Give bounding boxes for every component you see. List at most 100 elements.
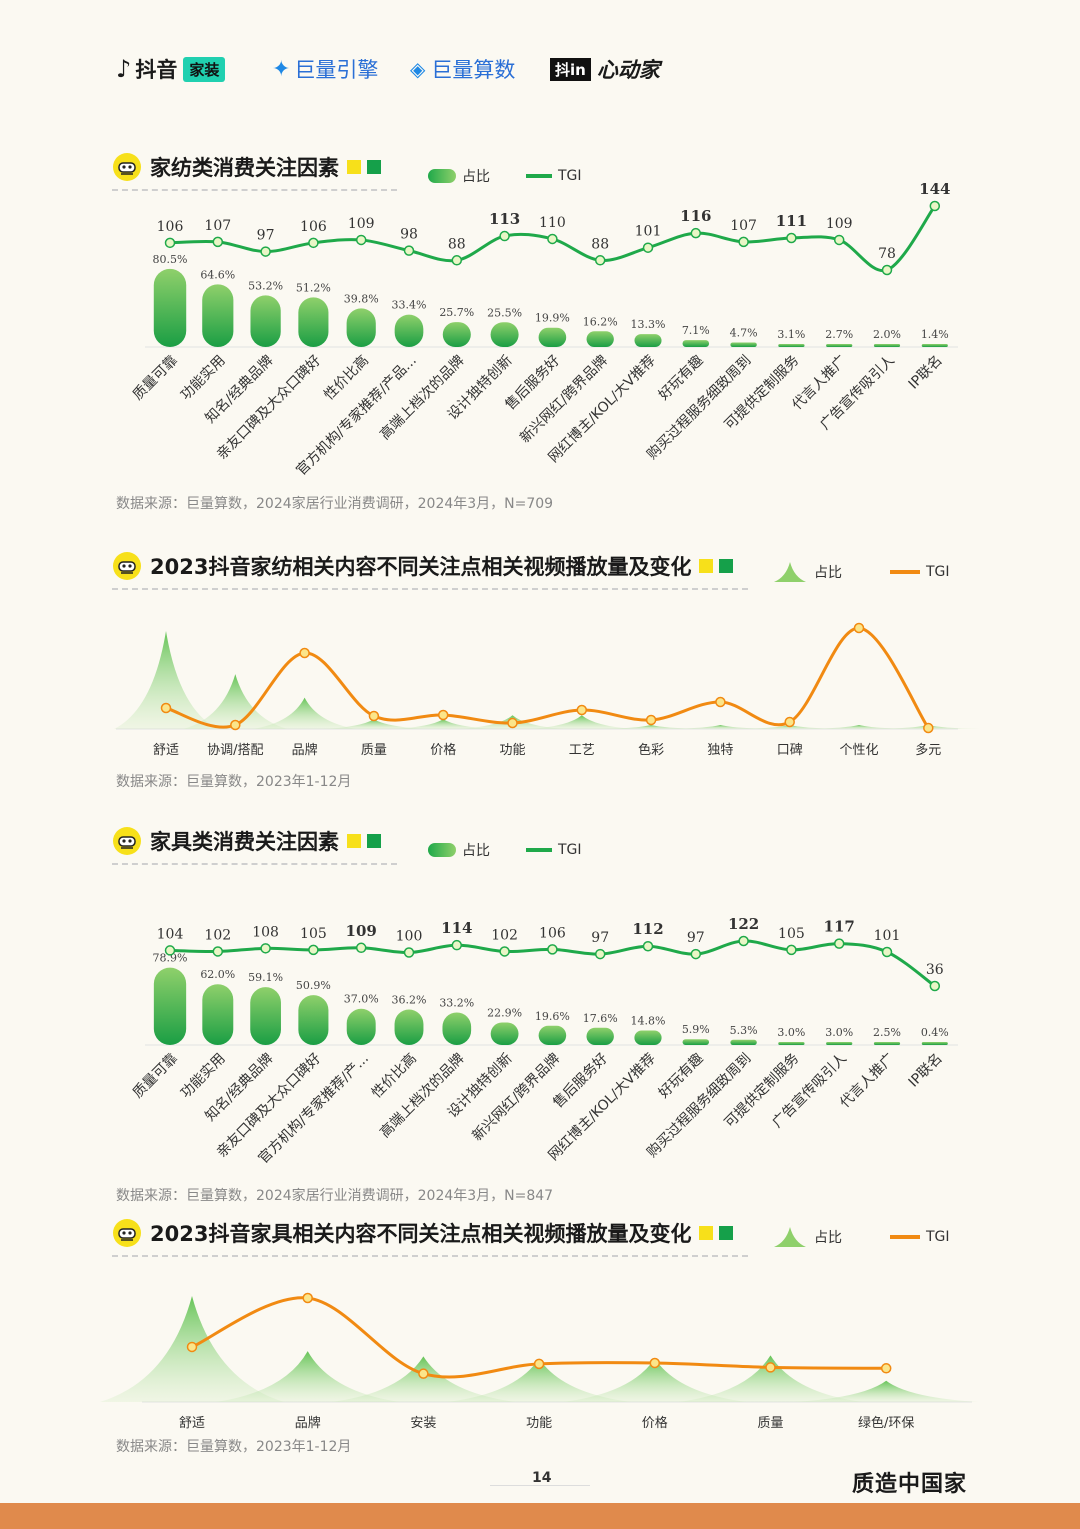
legend-line-label: TGI [558, 168, 582, 184]
tgi-value-label: 97 [591, 930, 609, 946]
bar [153, 967, 187, 1045]
chart2-legend: 占比 TGI [772, 561, 950, 583]
green-square-icon [367, 160, 381, 174]
chart1-legend: 占比 TGI [428, 166, 582, 186]
area-peak [331, 1356, 516, 1402]
juliang-engine-logo: ✦ 巨量引擎 [272, 52, 378, 86]
area-peak [529, 715, 634, 729]
tgi-point [451, 255, 463, 266]
chart1-plot: 80.5% 64.6% 53.2% 51.2% 39.8% 33.4% 25.7% 25.5%… [130, 180, 958, 479]
bar [682, 1039, 710, 1045]
tgi-point [594, 948, 606, 960]
robot-mascot-icon [113, 1219, 141, 1247]
tgi-value-label: 97 [687, 930, 705, 946]
green-square-icon [719, 559, 734, 573]
bar-value-label: 80.5% [153, 253, 188, 266]
bar-value-label: 17.6% [583, 1012, 618, 1025]
bar-value-label: 14.8% [631, 1014, 666, 1027]
juliang-suanshu-logo: ◈ 巨量算数 [410, 52, 515, 86]
x-tick-label: 色彩 [638, 742, 664, 758]
area-peak [391, 719, 496, 729]
tgi-value-label: 105 [778, 926, 805, 942]
bar [873, 1042, 901, 1045]
tgi-point [594, 255, 606, 266]
footer-bar [0, 1503, 1080, 1529]
bar-value-label: 3.1% [777, 328, 805, 341]
legend-area-label: 占比 [814, 565, 842, 581]
tgi-point [355, 942, 367, 954]
bar-value-label: 59.1% [248, 971, 283, 984]
bar [826, 344, 853, 347]
x-tick-label: 口碑 [777, 742, 803, 758]
tgi-point [642, 242, 654, 253]
bar [346, 308, 376, 347]
bar [873, 344, 901, 347]
tgi-value-label: 97 [257, 228, 275, 244]
tgi-point [507, 717, 518, 729]
legend-line-swatch [526, 848, 552, 852]
bar-value-label: 0.4% [921, 1026, 949, 1039]
bar-value-label: 2.0% [873, 328, 901, 341]
logo-juliang-engine-text: 巨量引擎 [294, 58, 379, 82]
green-square-icon [719, 1226, 734, 1240]
tgi-point [784, 716, 795, 728]
bar-value-label: 1.4% [921, 328, 949, 341]
area-peak [668, 725, 773, 729]
legend-line-label: TGI [926, 1229, 950, 1245]
legend-line-swatch [890, 1235, 920, 1239]
green-square-icon [367, 834, 381, 848]
bar-value-label: 62.0% [200, 968, 235, 981]
juliang-engine-icon: ✦ [272, 56, 291, 82]
bar [394, 1009, 424, 1045]
area-peak [447, 1358, 632, 1402]
chart2-title: 2023抖音家纺相关内容不同关注点相关视频播放量及变化 [150, 555, 692, 579]
bar [778, 343, 805, 347]
yellow-square-icon [699, 1226, 714, 1240]
tgi-point [437, 709, 449, 721]
tgi-point [403, 947, 415, 958]
tgi-value-label: 78 [878, 246, 896, 262]
douin-xindongjia-logo: 抖in 心动家 [550, 52, 660, 86]
logo-juliang-suanshu-text: 巨量算数 [431, 58, 516, 82]
chart1-title: 家纺类消费关注因素 [150, 156, 339, 180]
x-tick-label: 新兴网红/跨界品牌 [469, 1050, 564, 1145]
tgi-value-label: 88 [591, 236, 609, 252]
tgi-value-label: 100 [396, 929, 423, 945]
x-tick-label: IP联名 [906, 353, 946, 393]
legend-line-label: TGI [926, 564, 950, 580]
tgi-value-label: 109 [346, 922, 377, 940]
yellow-square-icon [347, 834, 361, 848]
bar [346, 1008, 376, 1045]
tgi-point [690, 948, 702, 960]
tgi-point [160, 702, 172, 714]
tgi-value-label: 106 [157, 219, 184, 235]
robot-mascot-icon [113, 153, 141, 181]
area-peak [114, 631, 218, 729]
bar [682, 340, 710, 347]
tgi-point [649, 1357, 661, 1369]
x-tick-label: 功能 [499, 743, 525, 758]
bar [730, 1039, 757, 1045]
tgi-point [302, 1292, 313, 1304]
tgi-value-label: 101 [635, 224, 662, 240]
bar-value-label: 50.9% [296, 979, 331, 992]
tgi-point [230, 719, 241, 731]
x-tick-label: 工艺 [569, 743, 595, 758]
bar [298, 297, 329, 347]
x-tick-label: 品牌 [295, 1415, 321, 1431]
area-peak [678, 1355, 863, 1402]
area-peak [252, 697, 357, 729]
tgi-point [260, 943, 271, 954]
bar [250, 295, 281, 347]
tgi-point [164, 945, 176, 956]
area-peak [183, 674, 288, 729]
bar [442, 1012, 472, 1045]
divider [112, 863, 397, 865]
bar-value-label: 5.9% [682, 1023, 710, 1036]
legend-area-label: 占比 [814, 1230, 842, 1246]
x-tick-label: 舒适 [179, 1416, 205, 1431]
tgi-point [186, 1341, 198, 1353]
chart2-source: 数据来源：巨量算数，2023年1-12月 [116, 774, 352, 790]
chart3-title: 家具类消费关注因素 [150, 830, 339, 854]
